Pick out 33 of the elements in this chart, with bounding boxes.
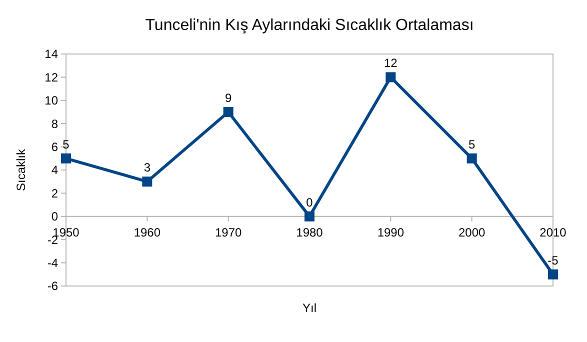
- x-tick-label: 1980: [296, 225, 324, 240]
- data-label: -5: [548, 253, 559, 268]
- y-tick-label: 0: [51, 210, 58, 224]
- y-tick-label: -6: [47, 279, 58, 294]
- point: [142, 176, 152, 187]
- x-tick-label: 1990: [377, 225, 404, 240]
- y-axis-title: Sıcaklık: [14, 148, 28, 192]
- x-tick-label: 1960: [134, 225, 161, 240]
- y-tick-label: 12: [44, 70, 58, 84]
- data-label: 0: [306, 195, 314, 210]
- data-label: 9: [224, 91, 232, 105]
- point: [61, 153, 71, 164]
- y-tick-label: 10: [44, 94, 58, 108]
- y-tick-label: 8: [51, 116, 58, 131]
- data-label: 12: [384, 56, 398, 70]
- y-tick-label: 2: [51, 186, 58, 200]
- point: [548, 269, 558, 280]
- x-tick-label: 2010: [540, 225, 567, 240]
- x-tick-label: 1970: [214, 225, 242, 240]
- data-label: 3: [144, 160, 151, 175]
- x-tick-label: 2000: [458, 225, 486, 240]
- point: [386, 72, 396, 82]
- y-tick-label: -4: [47, 256, 58, 270]
- point: [466, 153, 477, 164]
- y-tick-label: 14: [44, 47, 58, 62]
- chart-title: Tunceli'nin Kış Aylarındaki Sıcaklık Ortalaması: [145, 17, 474, 34]
- data-label: 5: [62, 137, 70, 152]
- y-tick-label: 6: [51, 140, 58, 154]
- point: [304, 211, 314, 222]
- data-label: 5: [468, 137, 476, 152]
- x-axis-title: Yıl: [302, 301, 317, 315]
- y-tick-label: 4: [51, 163, 58, 178]
- point: [223, 107, 234, 117]
